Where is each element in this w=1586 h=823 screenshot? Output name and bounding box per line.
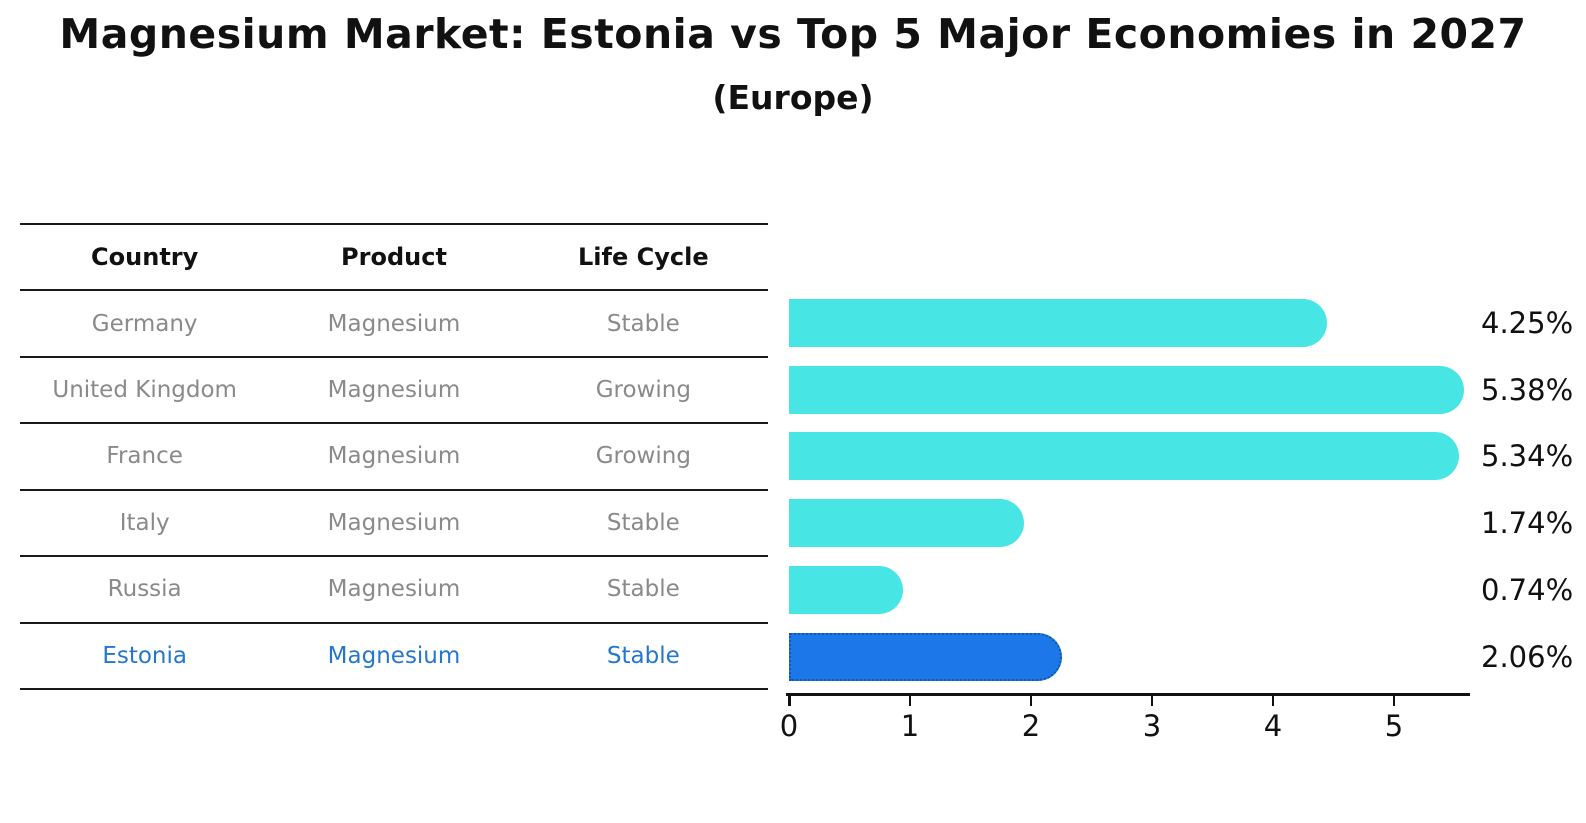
bar-row-france: 5.34% xyxy=(789,423,1586,490)
country-cell: Germany xyxy=(91,310,198,337)
bar-row-russia: 0.74% xyxy=(789,557,1586,624)
table-row-estonia: Estonia Magnesium Stable xyxy=(20,624,768,690)
x-tick-label: 1 xyxy=(900,709,920,743)
x-tick-mark xyxy=(788,696,791,706)
table-row-france: France Magnesium Growing xyxy=(20,424,768,491)
table-header-row: Country Product Life Cycle xyxy=(20,225,768,292)
country-cell: France xyxy=(106,443,183,470)
life-cycle-cell: Stable xyxy=(606,642,680,669)
product-cell: Magnesium xyxy=(327,377,461,404)
product-cell: Magnesium xyxy=(327,509,461,536)
bar-row-united-kingdom: 5.38% xyxy=(789,356,1586,423)
chart-subtitle: (Europe) xyxy=(712,78,874,117)
value-label-france: 5.34% xyxy=(1481,439,1574,474)
table-row-russia: Russia Magnesium Stable xyxy=(20,557,768,624)
product-cell: Magnesium xyxy=(327,642,461,669)
x-tick-mark xyxy=(1392,696,1396,706)
table-row-united-kingdom: United Kingdom Magnesium Growing xyxy=(20,358,768,425)
value-label-united-kingdom: 5.38% xyxy=(1481,372,1574,407)
value-label-italy: 1.74% xyxy=(1481,506,1574,541)
bar-rows: 4.25% 5.38% 5.34% 1.74% 0.74% 2.06% xyxy=(789,223,1586,690)
x-axis xyxy=(786,693,1470,696)
column-header-product: Product xyxy=(341,243,447,272)
x-tick-mark xyxy=(908,696,912,706)
column-header-life-cycle: Life Cycle xyxy=(578,243,709,272)
bar-row-italy: 1.74% xyxy=(789,490,1586,557)
table-row-italy: Italy Magnesium Stable xyxy=(20,491,768,558)
product-cell: Magnesium xyxy=(327,310,461,337)
bar-row-spacer xyxy=(789,223,1586,290)
x-tick-label: 2 xyxy=(1021,709,1041,743)
bar-row-germany: 4.25% xyxy=(789,290,1586,357)
country-cell: Russia xyxy=(107,576,182,603)
bar-italy xyxy=(789,499,1024,548)
bar-chart: 4.25% 5.38% 5.34% 1.74% 0.74% 2.06% 0 1 … xyxy=(780,223,1586,783)
x-tick-label: 0 xyxy=(779,709,799,743)
country-cell: United Kingdom xyxy=(52,377,237,404)
bar-estonia-highlighted xyxy=(789,632,1063,681)
bar-russia xyxy=(789,565,903,614)
bar-germany xyxy=(789,299,1328,348)
value-label-germany: 4.25% xyxy=(1481,306,1574,341)
bar-united-kingdom xyxy=(789,365,1464,414)
life-cycle-cell: Growing xyxy=(595,443,691,470)
x-tick-label: 5 xyxy=(1384,709,1404,743)
bar-row-estonia: 2.06% xyxy=(789,623,1586,690)
value-label-russia: 0.74% xyxy=(1481,572,1574,607)
life-cycle-cell: Growing xyxy=(595,377,691,404)
life-cycle-cell: Stable xyxy=(606,310,680,337)
x-tick-label: 3 xyxy=(1142,709,1162,743)
x-tick-label: 4 xyxy=(1263,709,1283,743)
product-cell: Magnesium xyxy=(327,576,461,603)
chart-title: Magnesium Market: Estonia vs Top 5 Major… xyxy=(59,10,1527,58)
country-cell: Italy xyxy=(119,509,170,536)
country-table: Country Product Life Cycle Germany Magne… xyxy=(20,223,768,690)
country-cell: Estonia xyxy=(102,642,187,669)
x-tick-mark xyxy=(1029,696,1033,706)
bar-france xyxy=(789,432,1460,481)
product-cell: Magnesium xyxy=(327,443,461,470)
table-row-germany: Germany Magnesium Stable xyxy=(20,291,768,358)
column-header-country: Country xyxy=(91,243,199,272)
x-tick-mark xyxy=(1150,696,1154,706)
value-label-estonia: 2.06% xyxy=(1481,639,1574,674)
life-cycle-cell: Stable xyxy=(606,576,680,603)
life-cycle-cell: Stable xyxy=(606,509,680,536)
x-tick-mark xyxy=(1271,696,1275,706)
